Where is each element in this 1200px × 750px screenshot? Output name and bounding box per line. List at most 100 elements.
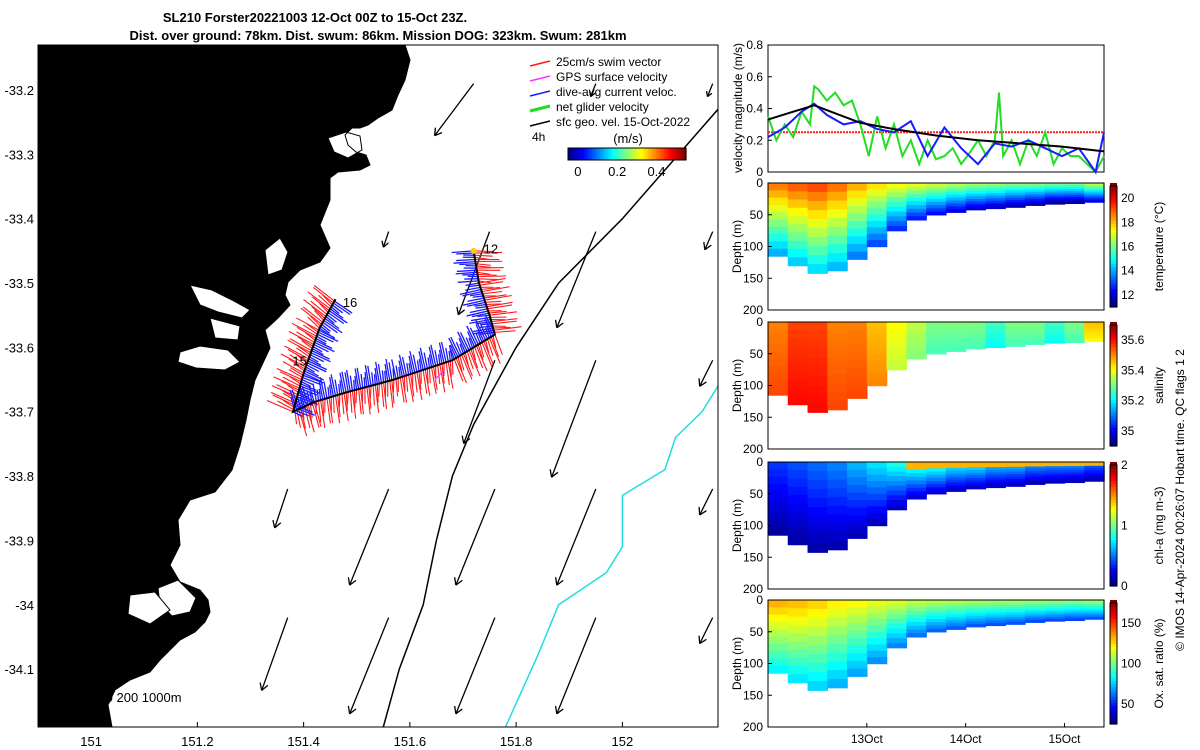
section-cell (1044, 616, 1066, 620)
swim-vector (481, 286, 500, 291)
section-cell (866, 227, 888, 235)
section-cell (787, 207, 809, 217)
section-cell (866, 506, 888, 514)
current-vector (296, 396, 319, 406)
section-cell (886, 345, 908, 352)
section-cell (807, 394, 828, 404)
section-cell (1024, 600, 1046, 603)
section-cell (985, 183, 1006, 187)
section-cell (866, 208, 888, 216)
section-colorbar-swatch (1110, 564, 1117, 568)
swim-vector (401, 376, 408, 403)
swim-vector (477, 273, 497, 276)
swim-vector (293, 362, 305, 372)
section-colorbar-swatch (1110, 399, 1117, 404)
section-cell (965, 340, 987, 345)
swim-vector (310, 300, 328, 316)
colorbar-swatch (618, 148, 621, 160)
section-cell (906, 618, 927, 623)
colorbar-swatch (638, 148, 641, 160)
section-cell (1044, 476, 1066, 480)
swim-vector (346, 391, 349, 405)
section-colorbar-swatch (1110, 266, 1117, 271)
section-cell (1044, 336, 1066, 340)
section-cell (768, 483, 789, 492)
section-cell (827, 470, 848, 481)
colorbar-swatch (574, 148, 577, 160)
section-ytick-label: 50 (750, 625, 764, 639)
section-colorbar-swatch (1110, 220, 1117, 224)
map-ytick-label: -33.6 (4, 340, 34, 355)
section-cell (1064, 464, 1085, 467)
section-cell (985, 344, 1006, 349)
swim-vector (301, 340, 313, 350)
swim-vector (493, 326, 522, 331)
section-colorbar-swatch (1110, 499, 1117, 503)
velocity-panel: 0 0.2 0.4 0.6 0.8 velocity magnitude (m/s) (731, 38, 1105, 179)
geo-vector-arrow (549, 360, 597, 478)
section-cell (1064, 602, 1085, 605)
section-cell (866, 631, 888, 639)
section-colorbar-swatch (1110, 359, 1117, 363)
swim-vector (380, 382, 385, 408)
section-cell (1084, 469, 1105, 473)
section-colorbar-tick-label: 35.2 (1121, 394, 1145, 408)
legend-entry: net glider velocity (529, 100, 649, 114)
colorbar-swatch (630, 148, 633, 160)
section-cell (807, 534, 828, 544)
section-cell (886, 360, 908, 366)
section-cell (847, 522, 868, 532)
swim-vector (343, 392, 349, 422)
swim-vector (318, 294, 332, 308)
swim-vector (281, 380, 300, 391)
section-cell (847, 213, 868, 222)
colorbar-swatch (636, 148, 639, 160)
section-colorbar-swatch (1110, 561, 1117, 565)
section-colorbar-swatch (1110, 343, 1117, 348)
section-cell (1005, 464, 1026, 468)
section-cell (926, 481, 947, 485)
swim-vector (462, 353, 473, 377)
current-vector (321, 323, 331, 332)
current-vector (466, 325, 477, 347)
swim-vector (290, 367, 304, 376)
section-cell (1024, 604, 1046, 608)
section-cell (1005, 202, 1026, 206)
current-vector (456, 269, 477, 273)
section-colorbar-swatch (1110, 720, 1117, 725)
section-colorbar-swatch (1110, 251, 1117, 255)
section-cell (1005, 471, 1026, 475)
section-cell (1005, 329, 1026, 333)
swim-vector (322, 294, 333, 306)
section-colorbar-swatch (1110, 680, 1117, 685)
oxygen-section-panel: 0 50 100 150 200 Depth (m) 50 100 150 Ox. sat. ra… (730, 593, 1166, 746)
section-cell (906, 347, 927, 353)
section-ytick-label: 150 (743, 688, 763, 702)
swim-vector (493, 326, 511, 329)
section-cell (1005, 602, 1026, 606)
section-cell (1044, 185, 1066, 188)
section-cell (906, 629, 927, 634)
section-cell (965, 322, 987, 326)
section-colorbar-swatch (1110, 285, 1117, 289)
colorbar-swatch (628, 148, 631, 160)
section-cell (1064, 328, 1085, 331)
section-colorbar-label: chl-a (mg m-3) (1152, 486, 1166, 564)
geo-vector-arrow (554, 231, 597, 329)
section-cell (1024, 613, 1046, 617)
current-vector (323, 381, 328, 399)
section-cell (1044, 195, 1066, 199)
section-cell (1084, 465, 1105, 469)
section-cell (945, 476, 967, 481)
swim-vector (395, 378, 399, 397)
section-cell (827, 670, 848, 680)
geo-vector-arrow (698, 488, 714, 516)
section-cell (787, 232, 809, 242)
section-cell (866, 638, 888, 646)
swim-vector (368, 386, 372, 409)
section-cell (985, 622, 1006, 627)
section-cell (807, 471, 828, 481)
current-vector (309, 392, 313, 404)
section-colorbar-swatch (1110, 699, 1117, 703)
section-cell (926, 189, 947, 194)
